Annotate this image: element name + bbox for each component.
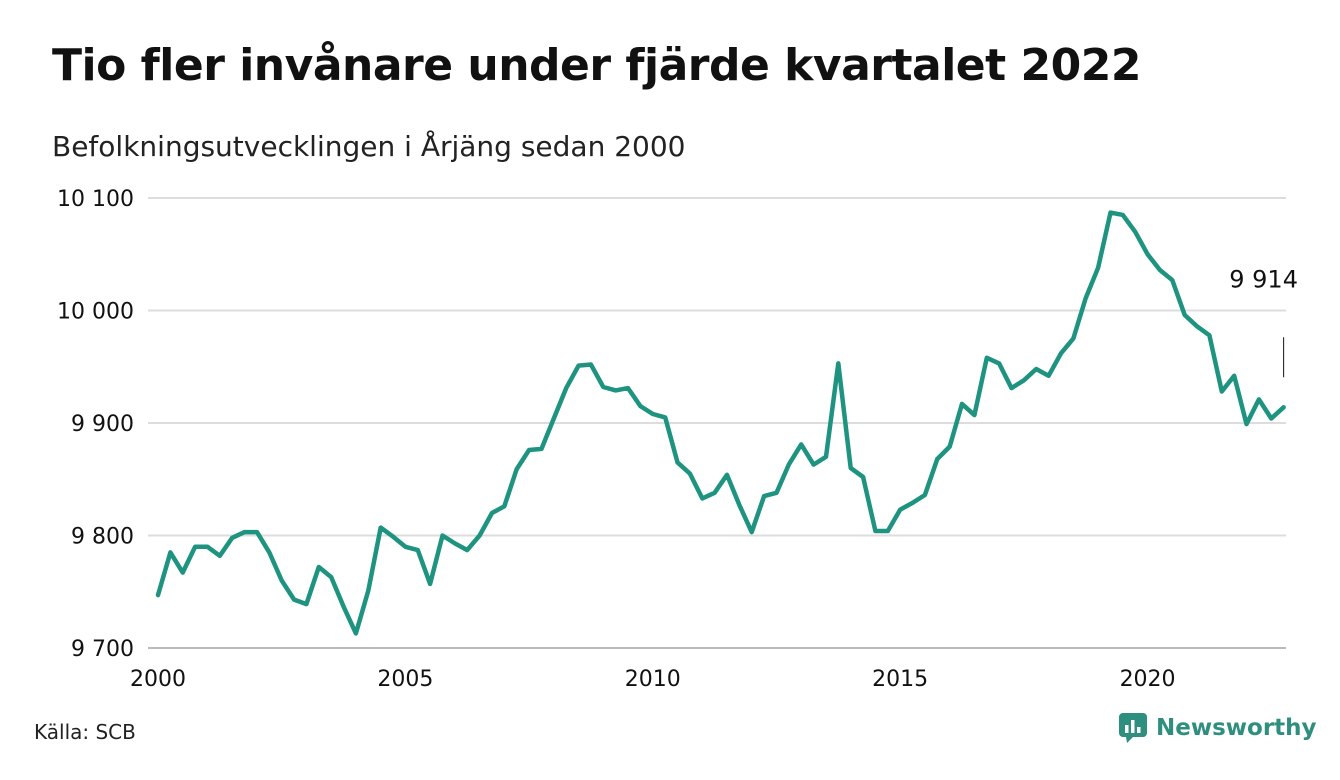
y-tick-label: 9 700 bbox=[71, 637, 134, 662]
x-tick-label: 2015 bbox=[872, 667, 928, 692]
chart-title: Tio fler invånare under fjärde kvartalet… bbox=[52, 40, 1141, 91]
y-tick-label: 9 900 bbox=[71, 412, 134, 437]
x-tick-label: 2020 bbox=[1120, 667, 1176, 692]
newsworthy-logo-icon bbox=[1119, 713, 1147, 743]
x-tick-label: 2005 bbox=[377, 667, 433, 692]
y-axis-ticks: 9 700 9 800 9 900 10 000 10 100 bbox=[57, 187, 134, 662]
x-tick-label: 2010 bbox=[625, 667, 681, 692]
y-tick-label: 10 100 bbox=[57, 187, 134, 212]
source-note: Källa: SCB bbox=[34, 720, 136, 744]
x-tick-label: 2000 bbox=[130, 667, 186, 692]
brand-logo[interactable]: Newsworthy bbox=[1118, 712, 1317, 744]
x-axis-ticks: 2000 2005 2010 2015 2020 bbox=[130, 667, 1176, 692]
chart-subtitle: Befolkningsutvecklingen i Årjäng sedan 2… bbox=[52, 130, 686, 163]
brand-name: Newsworthy bbox=[1156, 715, 1317, 741]
population-line bbox=[155, 210, 1286, 636]
annotation-last-value: 9 914 bbox=[1229, 265, 1298, 293]
y-tick-label: 10 000 bbox=[57, 300, 134, 325]
y-tick-label: 9 800 bbox=[71, 525, 134, 550]
gridlines bbox=[148, 197, 1286, 649]
